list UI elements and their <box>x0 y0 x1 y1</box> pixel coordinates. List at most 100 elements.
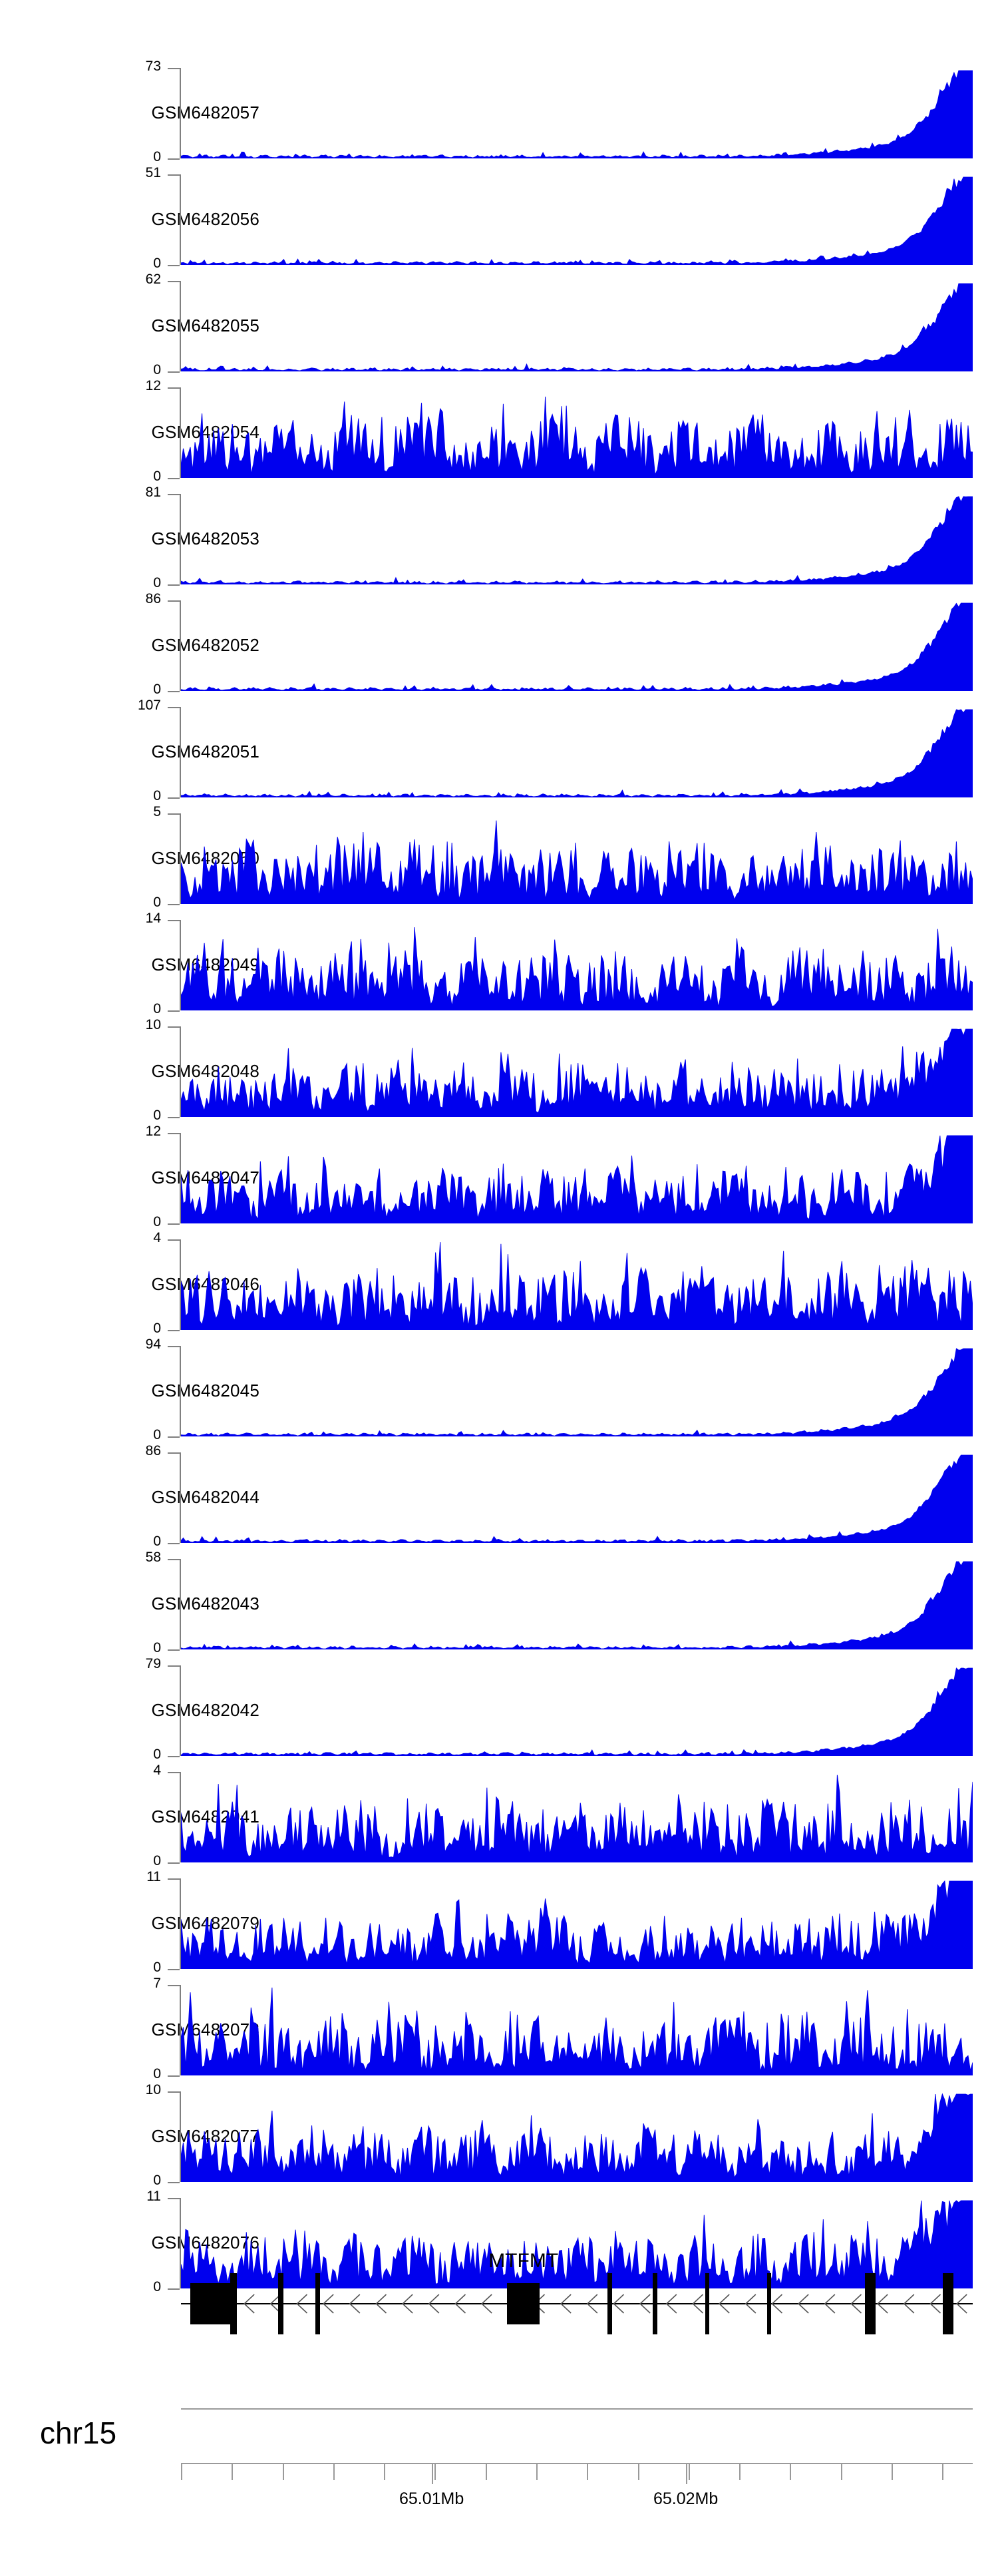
coverage-area-plot[interactable] <box>181 174 973 265</box>
y-axis-spine <box>180 2198 181 2288</box>
y-axis-spine <box>180 1665 181 1756</box>
coverage-area-plot[interactable] <box>181 494 973 584</box>
axis-tick <box>840 2463 842 2480</box>
y-axis-spine <box>180 1772 181 1862</box>
axis-tick <box>333 2463 335 2480</box>
y-axis-min-tick <box>168 1223 180 1225</box>
axis-tick <box>891 2463 893 2480</box>
gene-model-track[interactable]: MTFMT <box>0 2250 998 2350</box>
coverage-track[interactable]: GSM6482046 4 0 <box>0 1230 998 1338</box>
axis-tick <box>536 2463 538 2480</box>
y-axis-min-tick <box>168 2182 180 2183</box>
y-axis-min-tick <box>168 1330 180 1331</box>
coverage-area-plot[interactable] <box>181 920 973 1010</box>
coverage-area-plot[interactable] <box>181 2091 973 2182</box>
gene-exon[interactable] <box>278 2273 284 2334</box>
y-axis-min-tick <box>168 158 180 160</box>
coverage-track[interactable]: GSM6482079 11 0 <box>0 1869 998 1977</box>
coverage-area-plot[interactable] <box>181 600 973 691</box>
coverage-track[interactable]: GSM6482076 11 0 <box>0 2189 998 2296</box>
coverage-area-plot[interactable] <box>181 1239 973 1330</box>
coverage-area-plot[interactable] <box>181 813 973 904</box>
coverage-area-plot[interactable] <box>181 1452 973 1543</box>
y-axis-max-tick <box>168 2091 180 2093</box>
coverage-track[interactable]: GSM648205050 <box>0 804 998 912</box>
coverage-track[interactable]: GSM6482056 51 0 <box>0 165 998 273</box>
track-sample-label: GSM6482057 <box>151 103 259 122</box>
y-axis-max-label: 86 <box>145 1443 161 1458</box>
gene-exon[interactable] <box>705 2273 710 2334</box>
coverage-track[interactable]: GSM6482045 94 0 <box>0 1337 998 1444</box>
coverage-track[interactable]: GSM6482051 107 0 <box>0 698 998 805</box>
coverage-track[interactable]: GSM6482041 4 0 <box>0 1763 998 1870</box>
coverage-track[interactable]: GSM6482043 58 0 <box>0 1550 998 1657</box>
coverage-area-plot[interactable] <box>181 68 973 158</box>
coverage-area-plot[interactable] <box>181 281 973 371</box>
coverage-track[interactable]: GSM6482049140 <box>0 911 998 1018</box>
track-sample-label: GSM6482043 <box>151 1594 259 1613</box>
y-axis-max-tick <box>168 68 180 69</box>
coverage-track[interactable]: GSM6482042 79 0 <box>0 1656 998 1764</box>
y-axis-min-tick <box>168 1543 180 1544</box>
coverage-track[interactable]: GSM6482054 12 0 <box>0 378 998 486</box>
track-sample-label: GSM6482053 <box>151 529 259 548</box>
coverage-track[interactable]: GSM6482057 73 0 <box>0 59 998 166</box>
coverage-area-plot[interactable] <box>181 1985 973 2075</box>
axis-tick <box>181 2463 182 2480</box>
y-axis-min-label: 0 <box>153 2066 161 2081</box>
coverage-area-plot[interactable] <box>181 1772 973 1862</box>
axis-tick <box>434 2463 436 2480</box>
gene-exon[interactable] <box>766 2273 772 2334</box>
coverage-track[interactable]: GSM6482044 86 0 <box>0 1443 998 1551</box>
coverage-track[interactable]: GSM6482055 62 0 <box>0 272 998 379</box>
coverage-area-plot[interactable] <box>181 2198 973 2288</box>
track-sample-label: GSM6482076 <box>151 2233 259 2253</box>
track-sample-label: GSM6482054 <box>151 422 259 442</box>
coverage-area-plot[interactable] <box>181 1559 973 1649</box>
y-axis-max-tick <box>168 1772 180 1773</box>
y-axis-min-tick <box>168 478 180 479</box>
gene-exon[interactable] <box>230 2273 237 2334</box>
track-sample-label: GSM6482046 <box>151 1274 259 1294</box>
gene-exon[interactable] <box>315 2273 321 2334</box>
y-axis-max-tick <box>168 1133 180 1134</box>
coverage-track[interactable]: GSM6482052 86 0 <box>0 591 998 699</box>
coverage-track[interactable]: GSM6482078 7 0 <box>0 1976 998 2083</box>
gene-exon[interactable] <box>190 2283 230 2324</box>
coverage-area-plot[interactable] <box>181 1878 973 1969</box>
y-axis-max-tick <box>168 387 180 389</box>
track-sample-label: GSM6482044 <box>151 1487 259 1507</box>
gene-exon[interactable] <box>607 2273 612 2334</box>
y-axis-min-tick <box>168 371 180 373</box>
coverage-track[interactable]: GSM6482053 81 0 <box>0 485 998 592</box>
coverage-area-plot[interactable] <box>181 1346 973 1436</box>
y-axis-max-tick <box>168 600 180 602</box>
y-axis-max-tick <box>168 281 180 282</box>
y-axis-max-label: 107 <box>137 698 161 713</box>
coverage-track[interactable]: GSM6482048 10 0 <box>0 1017 998 1125</box>
y-axis-max-label: 10 <box>145 1017 161 1032</box>
gene-intron-line <box>181 2303 973 2304</box>
strand-arrow-group <box>190 2294 967 2314</box>
y-axis-min-label: 0 <box>153 895 161 910</box>
coverage-area-plot[interactable] <box>181 387 973 478</box>
y-axis-max-tick <box>168 1878 180 1880</box>
coverage-track[interactable]: GSM6482047 12 0 <box>0 1124 998 1231</box>
gene-exon[interactable] <box>507 2283 540 2324</box>
y-axis-spine <box>180 920 181 1010</box>
y-axis-min-label: 0 <box>153 788 161 803</box>
coverage-area-plot[interactable] <box>181 707 973 797</box>
axis-tick <box>739 2463 741 2480</box>
coverage-track[interactable]: GSM6482077100 <box>0 2082 998 2190</box>
y-axis-spine <box>180 174 181 265</box>
y-axis-spine <box>180 68 181 158</box>
gene-exon[interactable] <box>942 2273 954 2334</box>
y-axis-max-label: 58 <box>145 1550 161 1565</box>
y-axis-spine <box>180 387 181 478</box>
coverage-area-plot[interactable] <box>181 1133 973 1223</box>
gene-exon[interactable] <box>865 2273 876 2334</box>
y-axis-max-tick <box>168 1239 180 1241</box>
coverage-area-plot[interactable] <box>181 1026 973 1117</box>
gene-exon[interactable] <box>653 2273 657 2334</box>
coverage-area-plot[interactable] <box>181 1665 973 1756</box>
